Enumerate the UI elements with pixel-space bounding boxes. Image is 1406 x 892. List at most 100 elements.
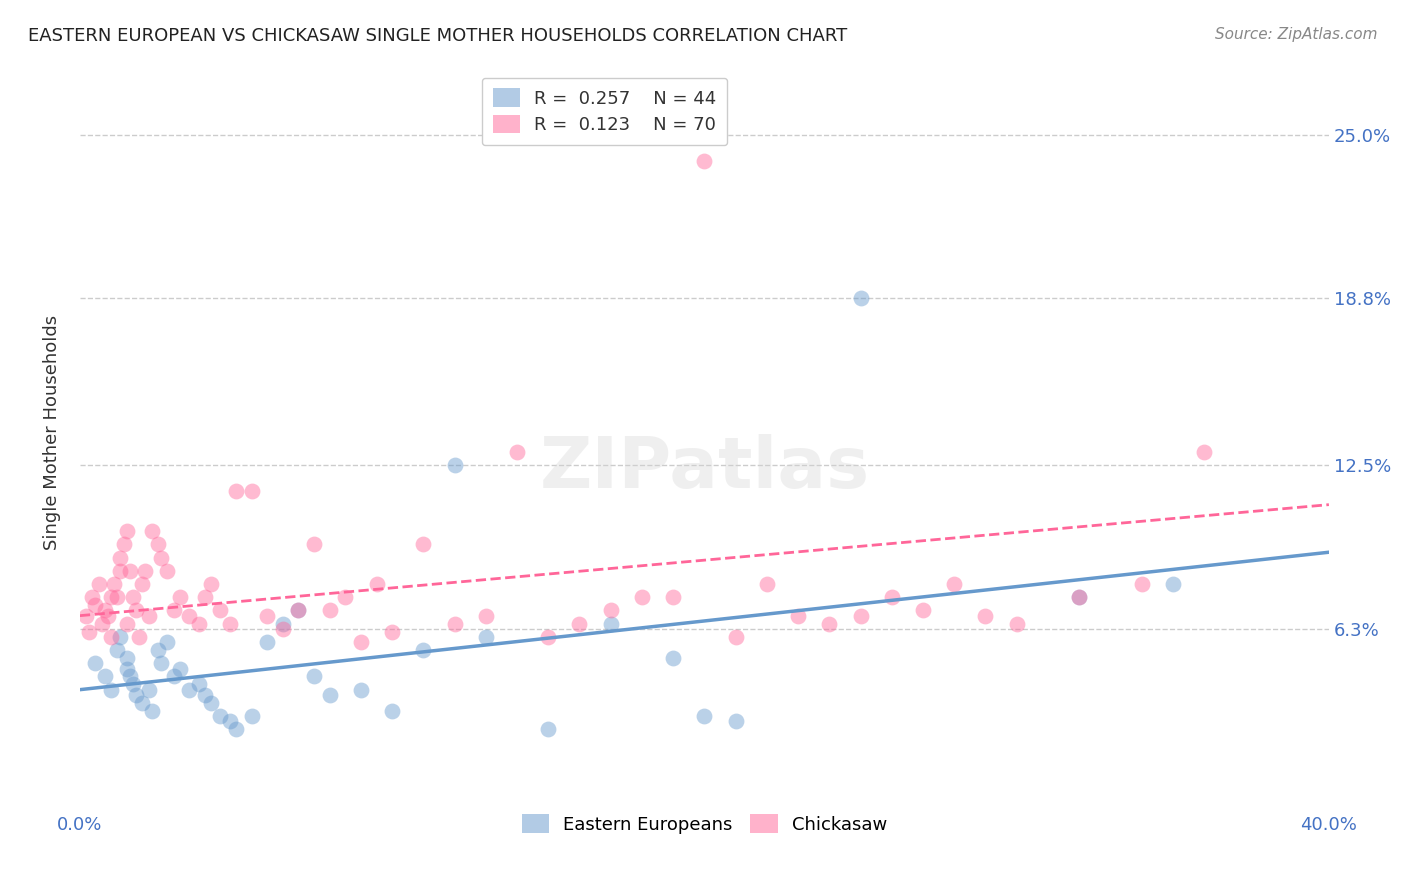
Point: [287, 603, 309, 617]
Point: [974, 608, 997, 623]
Point: [179, 682, 201, 697]
Point: [240, 484, 263, 499]
Point: [112, 537, 135, 551]
Point: [146, 643, 169, 657]
Point: [115, 651, 138, 665]
Point: [240, 709, 263, 723]
Point: [110, 564, 132, 578]
Point: [475, 630, 498, 644]
Point: [1161, 577, 1184, 591]
Legend: Eastern Europeans, Chickasaw: Eastern Europeans, Chickasaw: [510, 804, 898, 845]
Point: [84, 657, 107, 671]
Point: [94, 669, 117, 683]
Point: [271, 622, 294, 636]
Point: [169, 661, 191, 675]
Point: [412, 643, 434, 657]
Point: [77, 624, 100, 639]
Point: [87, 577, 110, 591]
Point: [187, 677, 209, 691]
Point: [256, 635, 278, 649]
Point: [156, 564, 179, 578]
Point: [537, 630, 560, 644]
Point: [350, 682, 373, 697]
Point: [156, 635, 179, 649]
Point: [693, 709, 716, 723]
Text: 40.0%: 40.0%: [1301, 816, 1357, 834]
Point: [443, 458, 465, 472]
Point: [110, 550, 132, 565]
Point: [209, 709, 232, 723]
Point: [115, 616, 138, 631]
Point: [849, 608, 872, 623]
Point: [366, 577, 388, 591]
Point: [110, 630, 132, 644]
Point: [200, 577, 222, 591]
Point: [302, 669, 325, 683]
Point: [97, 608, 120, 623]
Point: [122, 677, 145, 691]
Point: [537, 723, 560, 737]
Point: [75, 608, 97, 623]
Point: [1067, 590, 1090, 604]
Point: [118, 564, 141, 578]
Point: [128, 630, 150, 644]
Point: [818, 616, 841, 631]
Point: [100, 590, 122, 604]
Point: [693, 154, 716, 169]
Point: [187, 616, 209, 631]
Point: [194, 590, 217, 604]
Point: [84, 598, 107, 612]
Point: [179, 608, 201, 623]
Point: [150, 550, 173, 565]
Point: [568, 616, 591, 631]
Point: [122, 590, 145, 604]
Point: [443, 616, 465, 631]
Point: [911, 603, 934, 617]
Point: [90, 616, 112, 631]
Point: [631, 590, 654, 604]
Point: [335, 590, 357, 604]
Point: [318, 688, 340, 702]
Point: [141, 524, 163, 538]
Point: [256, 608, 278, 623]
Point: [880, 590, 903, 604]
Point: [225, 484, 247, 499]
Y-axis label: Single Mother Households: Single Mother Households: [44, 314, 60, 549]
Point: [105, 643, 128, 657]
Point: [1130, 577, 1153, 591]
Point: [662, 590, 685, 604]
Point: [787, 608, 810, 623]
Point: [381, 624, 404, 639]
Point: [599, 616, 621, 631]
Point: [194, 688, 217, 702]
Text: EASTERN EUROPEAN VS CHICKASAW SINGLE MOTHER HOUSEHOLDS CORRELATION CHART: EASTERN EUROPEAN VS CHICKASAW SINGLE MOT…: [28, 27, 848, 45]
Point: [599, 603, 621, 617]
Point: [412, 537, 434, 551]
Point: [350, 635, 373, 649]
Point: [755, 577, 778, 591]
Point: [724, 630, 747, 644]
Point: [103, 577, 125, 591]
Point: [381, 704, 404, 718]
Point: [271, 616, 294, 631]
Point: [125, 688, 148, 702]
Point: [138, 682, 160, 697]
Point: [141, 704, 163, 718]
Point: [118, 669, 141, 683]
Point: [287, 603, 309, 617]
Point: [115, 524, 138, 538]
Point: [131, 577, 153, 591]
Point: [318, 603, 340, 617]
Text: 0.0%: 0.0%: [58, 816, 103, 834]
Point: [200, 696, 222, 710]
Text: Source: ZipAtlas.com: Source: ZipAtlas.com: [1215, 27, 1378, 42]
Point: [849, 292, 872, 306]
Point: [82, 590, 104, 604]
Point: [131, 696, 153, 710]
Point: [100, 682, 122, 697]
Point: [134, 564, 156, 578]
Point: [146, 537, 169, 551]
Point: [162, 603, 184, 617]
Point: [100, 630, 122, 644]
Point: [506, 444, 529, 458]
